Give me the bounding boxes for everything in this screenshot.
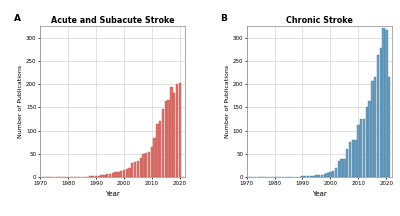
Bar (385, 30, 388, 177)
Bar (307, 176, 309, 177)
Bar (368, 101, 371, 177)
Bar (165, 101, 167, 177)
Bar (170, 87, 173, 177)
Bar (140, 158, 142, 177)
Bar (95, 176, 97, 177)
Bar (131, 163, 134, 177)
Bar (145, 153, 148, 177)
Title: Acute and Subacute Stroke: Acute and Subacute Stroke (51, 16, 174, 25)
Bar (156, 124, 159, 177)
Bar (343, 159, 346, 177)
Bar (354, 140, 357, 177)
Bar (159, 121, 162, 177)
Bar (114, 172, 117, 177)
Bar (310, 176, 312, 177)
Bar (380, 48, 382, 177)
Bar (324, 174, 326, 177)
Bar (338, 161, 340, 177)
Bar (360, 119, 362, 177)
Bar (134, 162, 136, 177)
Bar (349, 142, 351, 177)
Bar (142, 154, 145, 177)
Bar (332, 171, 334, 177)
Y-axis label: Number of Publications: Number of Publications (18, 65, 23, 138)
Bar (382, 28, 385, 177)
Bar (128, 168, 131, 177)
Bar (363, 119, 365, 177)
Bar (374, 77, 376, 177)
Bar (126, 169, 128, 177)
Text: A: A (14, 14, 21, 23)
Bar (154, 138, 156, 177)
Bar (357, 125, 360, 177)
Bar (315, 175, 318, 177)
Bar (340, 159, 343, 177)
Bar (117, 172, 120, 177)
Bar (103, 175, 106, 177)
Bar (346, 149, 348, 177)
Bar (98, 176, 100, 177)
Bar (321, 175, 323, 177)
Bar (366, 107, 368, 177)
Title: Chronic Stroke: Chronic Stroke (286, 16, 353, 25)
Bar (106, 174, 108, 177)
Bar (318, 175, 320, 177)
Bar (388, 77, 390, 177)
Y-axis label: Number of Publications: Number of Publications (225, 65, 230, 138)
Bar (162, 109, 164, 177)
Bar (89, 176, 92, 177)
Bar (123, 170, 125, 177)
Bar (120, 171, 122, 177)
Bar (329, 172, 332, 177)
Bar (304, 176, 306, 177)
Bar (301, 176, 304, 177)
Bar (112, 173, 114, 177)
Bar (109, 174, 111, 177)
Bar (168, 100, 170, 177)
Bar (100, 175, 103, 177)
Bar (148, 152, 150, 177)
Text: B: B (220, 14, 227, 23)
Bar (176, 84, 178, 177)
Bar (312, 176, 315, 177)
Bar (335, 168, 337, 177)
Bar (173, 93, 176, 177)
Bar (179, 83, 181, 177)
Bar (92, 176, 94, 177)
Bar (326, 173, 329, 177)
X-axis label: Year: Year (312, 191, 327, 197)
X-axis label: Year: Year (105, 191, 120, 197)
Bar (371, 81, 374, 177)
Bar (377, 55, 379, 177)
Bar (352, 140, 354, 177)
Bar (137, 161, 139, 177)
Bar (151, 147, 153, 177)
